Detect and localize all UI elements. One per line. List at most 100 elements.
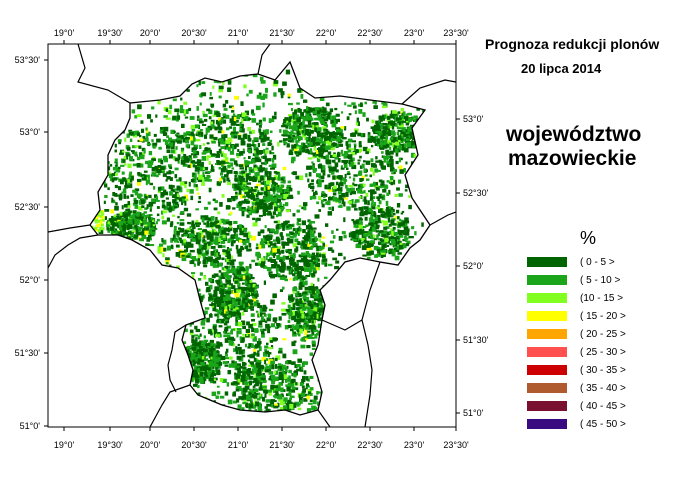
raster-cell [210, 258, 214, 262]
raster-cell [204, 177, 209, 182]
raster-cell [337, 205, 341, 208]
raster-cell [104, 209, 110, 212]
raster-cell [268, 371, 274, 375]
raster-cell [290, 383, 295, 387]
raster-cell [163, 126, 169, 132]
raster-cell [336, 135, 342, 140]
raster-cell [196, 159, 200, 162]
raster-cell [317, 277, 320, 282]
raster-cell [313, 192, 316, 196]
raster-cell [135, 224, 138, 229]
raster-cell [370, 219, 376, 223]
raster-cell [233, 160, 238, 165]
raster-cell [270, 215, 275, 219]
raster-cell [200, 249, 204, 252]
raster-cell [126, 133, 130, 138]
raster-cell [327, 174, 331, 178]
raster-cell [296, 126, 302, 129]
raster-cell [310, 314, 313, 319]
raster-cell [313, 146, 316, 151]
raster-cell [272, 357, 275, 361]
raster-cell [395, 160, 399, 165]
raster-cell [118, 231, 123, 235]
raster-cell [387, 217, 390, 220]
raster-cell [316, 391, 319, 395]
raster-cell [292, 262, 296, 268]
raster-cell [329, 240, 335, 244]
raster-cell [135, 228, 139, 231]
raster-cell [306, 385, 310, 388]
raster-cell [174, 174, 178, 179]
raster-cell [174, 157, 179, 162]
raster-cell [236, 365, 240, 368]
raster-cell [178, 227, 181, 230]
raster-cell [224, 233, 230, 236]
raster-cell [323, 108, 327, 114]
raster-cell [257, 359, 262, 364]
raster-cell [281, 312, 287, 316]
raster-cell [112, 231, 117, 235]
raster-cell [204, 147, 208, 151]
raster-cell [327, 211, 333, 216]
raster-cell [198, 196, 201, 200]
raster-cell [364, 199, 368, 205]
raster-cell [369, 226, 373, 230]
raster-cell [377, 205, 380, 208]
raster-cell [251, 333, 255, 336]
raster-cell [248, 211, 252, 216]
raster-cell [321, 199, 325, 203]
raster-cell [260, 95, 265, 100]
raster-cell [122, 159, 126, 163]
raster-cell [235, 321, 238, 326]
raster-cell [236, 366, 241, 370]
raster-cell [125, 180, 128, 186]
raster-cell [112, 192, 116, 197]
raster-cell [332, 166, 337, 172]
raster-cell [341, 160, 344, 163]
raster-cell [233, 328, 237, 331]
raster-cell [249, 263, 252, 269]
raster-cell [233, 170, 238, 174]
raster-cell [281, 368, 284, 373]
raster-cell [358, 171, 363, 176]
raster-cell [195, 337, 198, 342]
raster-cell [388, 251, 392, 255]
raster-cell [217, 391, 221, 395]
raster-cell [241, 112, 247, 117]
raster-cell [389, 150, 394, 155]
raster-cell [118, 139, 122, 145]
raster-cell [152, 219, 155, 222]
raster-cell [256, 183, 261, 187]
raster-cell [140, 174, 146, 178]
raster-cell [378, 200, 382, 205]
raster-cell [273, 80, 279, 84]
raster-cell [215, 395, 219, 399]
raster-cell [244, 160, 248, 166]
raster-cell [369, 167, 374, 172]
raster-cell [191, 137, 196, 142]
raster-cell [282, 257, 285, 262]
raster-cell [374, 254, 378, 258]
raster-cell [296, 209, 300, 213]
raster-cell [287, 180, 291, 184]
raster-cell [386, 231, 391, 236]
raster-cell [248, 375, 254, 380]
raster-cell [131, 233, 134, 238]
raster-cell [395, 232, 398, 236]
raster-cell [141, 205, 145, 208]
raster-cell [295, 140, 300, 143]
raster-cell [295, 266, 299, 271]
raster-cell [312, 154, 315, 159]
raster-cell [207, 147, 211, 151]
raster-cell [252, 217, 256, 221]
raster-cell [281, 222, 286, 228]
raster-cell [222, 119, 227, 124]
raster-cell [391, 231, 394, 236]
raster-cell [312, 141, 318, 146]
raster-cell [242, 325, 246, 330]
raster-cell [400, 212, 404, 215]
raster-cell [300, 149, 305, 153]
raster-cell [218, 117, 222, 122]
raster-cell [296, 364, 301, 368]
raster-cell [360, 209, 364, 215]
